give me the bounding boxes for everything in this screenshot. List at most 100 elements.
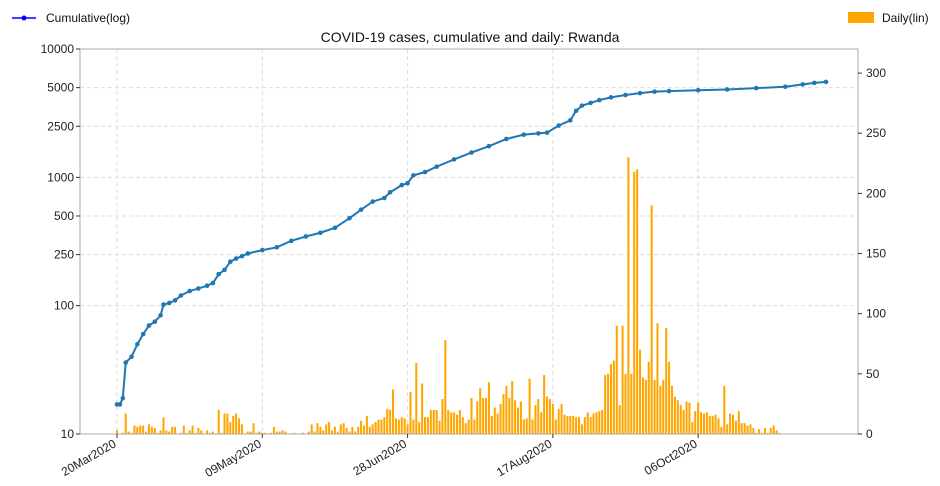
cumulative-point	[637, 90, 643, 96]
daily-bar	[769, 427, 772, 434]
cumulative-point	[783, 84, 788, 90]
daily-bar	[630, 373, 633, 434]
daily-bar	[133, 425, 136, 434]
daily-bar	[223, 413, 226, 434]
daily-bar	[522, 419, 525, 434]
daily-bar	[153, 427, 156, 434]
right-tick-label: 200	[866, 186, 886, 200]
cumulative-point	[172, 298, 178, 303]
daily-bar	[412, 419, 415, 434]
daily-bar	[450, 412, 453, 434]
daily-bar	[543, 375, 546, 434]
cumulative-point	[588, 100, 593, 106]
x-tick-label: 28Jun2020	[351, 436, 410, 478]
daily-bar	[200, 430, 203, 434]
daily-bar	[758, 429, 761, 434]
daily-bar	[322, 430, 325, 434]
daily-bar	[272, 426, 275, 434]
daily-bar	[592, 413, 595, 434]
daily-bar	[220, 432, 223, 434]
right-tick-label: 100	[866, 307, 886, 321]
daily-bar	[485, 397, 488, 434]
daily-bar	[508, 397, 511, 434]
left-tick-label: 2500	[47, 119, 74, 133]
daily-bar	[604, 375, 607, 434]
daily-bar	[371, 424, 374, 434]
cumulative-point	[228, 259, 233, 265]
cumulative-point	[823, 79, 829, 85]
daily-bar	[479, 388, 482, 434]
daily-bar	[458, 409, 461, 434]
cumulative-point	[158, 313, 163, 318]
daily-bar	[496, 413, 499, 434]
daily-bar	[188, 430, 191, 434]
daily-bars	[115, 157, 781, 434]
daily-bar	[749, 424, 752, 434]
daily-bar	[505, 385, 508, 434]
daily-bar	[145, 431, 148, 434]
cumulative-point	[753, 85, 759, 91]
daily-bar	[229, 421, 232, 434]
daily-bar	[688, 402, 691, 434]
daily-bar	[514, 400, 517, 434]
cumulative-point	[556, 123, 561, 128]
cumulative-point	[666, 88, 672, 94]
daily-bar	[659, 385, 662, 434]
right-tick-label: 0	[866, 427, 873, 441]
daily-bar	[400, 417, 403, 434]
daily-bar	[589, 417, 592, 434]
daily-bar	[615, 325, 618, 434]
daily-bar	[374, 421, 377, 434]
daily-bar	[575, 417, 578, 434]
daily-bar	[540, 412, 543, 434]
daily-bar	[394, 418, 397, 434]
daily-bar	[467, 419, 470, 434]
daily-bar	[185, 432, 188, 434]
daily-bar	[264, 432, 267, 434]
x-tick-label: 20Mar2020	[59, 436, 119, 479]
right-tick-label: 250	[866, 126, 886, 140]
daily-bar	[226, 413, 229, 434]
legend-marker-swatch	[21, 15, 27, 21]
daily-bar	[269, 432, 273, 434]
daily-bar	[473, 419, 476, 434]
daily-bar	[275, 431, 278, 434]
daily-bar	[174, 426, 177, 434]
daily-bar	[211, 431, 214, 434]
daily-bar	[464, 423, 467, 434]
daily-bar	[694, 411, 697, 434]
daily-bar	[601, 409, 604, 434]
daily-bar	[705, 412, 708, 434]
cumulative-point	[623, 92, 628, 98]
daily-bar	[124, 413, 127, 434]
daily-bar	[731, 414, 735, 434]
daily-bar	[380, 419, 383, 434]
daily-bar	[577, 417, 581, 434]
grid	[80, 48, 858, 435]
cumulative-point	[289, 238, 294, 244]
cumulative-point	[347, 215, 352, 221]
cumulative-point	[196, 286, 201, 291]
daily-bar	[583, 417, 586, 434]
daily-bar	[778, 432, 781, 434]
cumulative-point	[544, 130, 550, 135]
daily-bar	[362, 425, 366, 434]
daily-bar	[711, 415, 714, 434]
daily-bar	[249, 431, 252, 434]
legend-bar-swatch	[848, 12, 874, 23]
daily-bar	[397, 419, 400, 434]
left-axis-ticks: 10 100 250 500 1000 2500 5000 10000	[41, 42, 80, 441]
daily-bar	[624, 373, 627, 434]
daily-bar	[444, 340, 447, 434]
daily-bar	[418, 421, 421, 434]
daily-bar	[557, 408, 560, 434]
daily-bar	[252, 423, 255, 434]
daily-bar	[191, 425, 194, 434]
daily-bar	[612, 360, 615, 434]
daily-bar	[528, 378, 531, 434]
daily-bar	[217, 409, 220, 434]
daily-bar	[142, 425, 145, 434]
daily-bar	[115, 430, 119, 434]
daily-bar	[284, 431, 287, 434]
daily-bar	[729, 413, 732, 434]
